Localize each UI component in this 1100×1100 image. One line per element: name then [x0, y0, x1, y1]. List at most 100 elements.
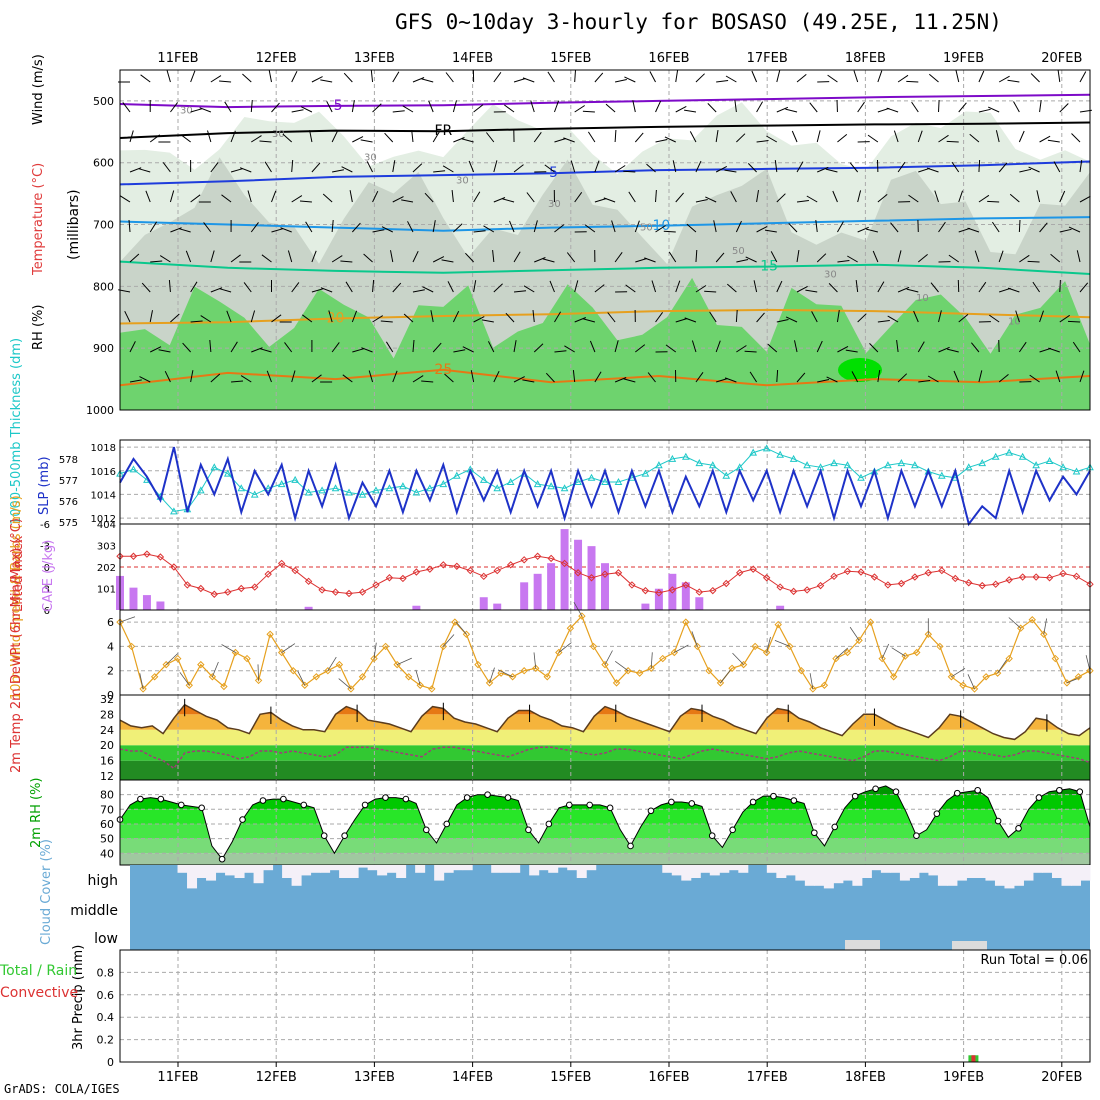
- wind-barb-10m: [139, 673, 144, 690]
- wind-barb: [340, 260, 353, 263]
- wind-barb: [291, 282, 300, 293]
- wind-barb: [624, 76, 636, 83]
- day-label-bottom: 14FEB: [452, 1070, 493, 1085]
- isotherm-line: [119, 160, 1091, 186]
- pressure-tick: 900: [93, 342, 114, 355]
- wind-barb-10m: [650, 652, 653, 669]
- wind-barb: [1007, 287, 1020, 293]
- wind-barb: [877, 194, 888, 203]
- wind-speed-point: [381, 642, 390, 651]
- cloud-gap-high: [700, 865, 711, 873]
- rh-contour-label: 30: [548, 199, 561, 210]
- wind-speed-point: [843, 648, 852, 657]
- wind-barb: [655, 139, 668, 143]
- wind-speed-point: [601, 660, 609, 669]
- wind-barb: [978, 194, 990, 203]
- li-point: [237, 584, 245, 593]
- wind-barb: [129, 341, 136, 353]
- li-point: [277, 559, 286, 568]
- wind-barb: [230, 341, 238, 353]
- wind-barb: [453, 223, 463, 233]
- li-point: [1059, 569, 1067, 578]
- ylabel-wind10m: 10m Wind Speed & Barbs (m/s): [9, 495, 24, 700]
- wind-barb: [788, 223, 798, 233]
- day-label-top: 16FEB: [648, 51, 689, 66]
- wind-barb: [326, 101, 333, 113]
- wind-barb: [341, 166, 353, 173]
- wind-barb: [811, 311, 818, 323]
- cloud-ylabel: Cloud Cover (%): [39, 839, 54, 945]
- wind-barb: [825, 168, 838, 173]
- wind-barb: [927, 167, 939, 173]
- wind-barb: [445, 72, 454, 83]
- li-point: [682, 581, 690, 589]
- wind-speed-point: [589, 642, 598, 651]
- cape-bar: [560, 529, 569, 610]
- wind-barb: [967, 227, 980, 233]
- wind-barb: [465, 252, 474, 263]
- wind-barb: [302, 314, 313, 323]
- cloud-gap-high: [367, 865, 378, 871]
- wind-barb: [190, 194, 201, 203]
- thickness-point: [264, 484, 273, 492]
- isotherm-label: -15: [755, 259, 778, 275]
- cloud-gap-high: [1080, 865, 1091, 881]
- li-point: [722, 579, 730, 588]
- rh-point: [913, 832, 920, 839]
- ylabel-total-rain: Total / Rain: [0, 963, 77, 979]
- wind-barb: [158, 349, 171, 353]
- wind-barb: [695, 249, 698, 263]
- wind-barb: [938, 221, 946, 233]
- rh-band: [120, 785, 1090, 795]
- wind-barb: [1079, 370, 1085, 383]
- wind-barb: [1029, 374, 1040, 383]
- wind-barb: [753, 280, 758, 293]
- wind-barb: [857, 226, 869, 233]
- wind-barb: [149, 310, 153, 323]
- wind-barb: [291, 109, 304, 113]
- wind-barb: [655, 100, 662, 113]
- day-label-top: 13FEB: [354, 51, 395, 66]
- wind-speed-point: [982, 673, 990, 681]
- ylabel-cape: CAPE (J/kg): [41, 540, 56, 612]
- wind-barb: [493, 197, 506, 203]
- wind-barb: [756, 140, 769, 143]
- thickness-point: [964, 463, 973, 471]
- wind-barb: [251, 135, 262, 143]
- wind-barb: [635, 344, 646, 353]
- wind-barb: [224, 101, 232, 113]
- wind-barb: [995, 130, 1000, 143]
- cloud-gap-high: [814, 865, 825, 886]
- wind-barb: [913, 310, 919, 323]
- wind-barb: [513, 164, 524, 173]
- cape-bar: [601, 563, 609, 610]
- wind-barb: [837, 221, 844, 233]
- wind-barb: [978, 370, 983, 383]
- cloud-gap-high: [462, 865, 473, 871]
- wind-barb: [392, 370, 398, 383]
- li-point: [547, 554, 555, 563]
- wind-speed-point: [878, 654, 886, 663]
- wind-barb: [342, 374, 353, 383]
- wind-barb: [623, 170, 636, 173]
- wind-speed-point: [185, 681, 193, 689]
- wind-barb: [603, 197, 616, 203]
- cloud-gap-high: [842, 865, 853, 881]
- wind-barb: [756, 190, 759, 203]
- wind-barb: [938, 310, 942, 323]
- wind-barb: [877, 320, 890, 323]
- wind-speed-point: [208, 673, 217, 681]
- wind-barb: [554, 350, 567, 353]
- pressure-tick: 800: [93, 280, 114, 293]
- rh-point: [1015, 825, 1022, 832]
- rh-point: [851, 792, 859, 800]
- wind-barb: [715, 252, 725, 263]
- precip-tick: 0.6: [97, 989, 115, 1002]
- wind-barb: [328, 310, 333, 323]
- wind-speed-point: [566, 624, 575, 632]
- wind-barb: [368, 370, 374, 383]
- wind-speed-point: [693, 642, 702, 651]
- wind-speed-point: [797, 667, 806, 675]
- thickness-point: [991, 452, 1000, 460]
- thickness-tick: 577: [59, 476, 78, 487]
